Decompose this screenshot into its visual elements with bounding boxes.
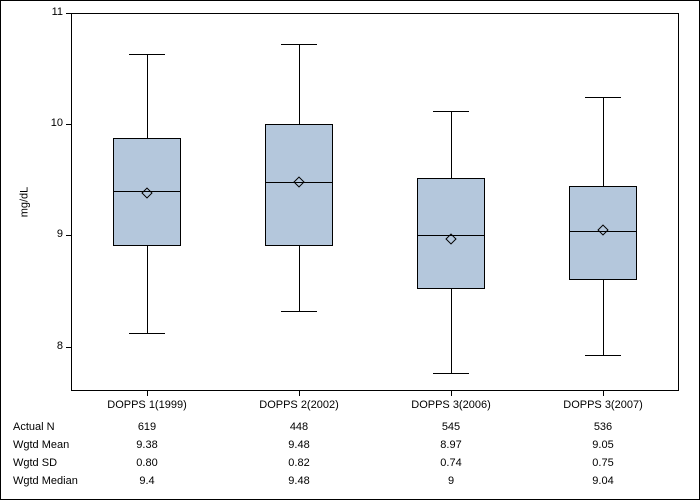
stats-cell: 9.48 bbox=[223, 475, 375, 487]
y-tick bbox=[66, 235, 71, 236]
y-tick bbox=[66, 124, 71, 125]
y-tick-label: 9 bbox=[31, 228, 63, 240]
y-tick bbox=[66, 347, 71, 348]
y-axis-label: mg/dL bbox=[18, 187, 30, 218]
whisker-lower bbox=[147, 246, 148, 333]
whisker-cap-low bbox=[585, 355, 621, 356]
boxplot-chart: mg/dL891011DOPPS 1(1999)DOPPS 2(2002)DOP… bbox=[0, 0, 700, 500]
whisker-upper bbox=[147, 54, 148, 137]
x-tick-label: DOPPS 1(1999) bbox=[71, 399, 223, 411]
stats-cell: 0.82 bbox=[223, 457, 375, 469]
stats-row-label: Wgtd SD bbox=[13, 457, 57, 469]
stats-row-label: Wgtd Mean bbox=[13, 439, 69, 451]
stats-cell: 9.04 bbox=[527, 475, 679, 487]
whisker-cap-high bbox=[129, 54, 165, 55]
whisker-upper bbox=[451, 111, 452, 178]
x-tick-label: DOPPS 2(2002) bbox=[223, 399, 375, 411]
y-tick-label: 10 bbox=[31, 117, 63, 129]
y-tick-label: 8 bbox=[31, 340, 63, 352]
stats-cell: 0.74 bbox=[375, 457, 527, 469]
stats-cell: 8.97 bbox=[375, 439, 527, 451]
whisker-cap-low bbox=[433, 373, 469, 374]
whisker-upper bbox=[603, 97, 604, 186]
x-tick bbox=[603, 391, 604, 396]
whisker-lower bbox=[603, 280, 604, 356]
x-tick bbox=[451, 391, 452, 396]
x-tick-label: DOPPS 3(2006) bbox=[375, 399, 527, 411]
stats-cell: 9.38 bbox=[71, 439, 223, 451]
whisker-lower bbox=[451, 289, 452, 373]
stats-cell: 9.48 bbox=[223, 439, 375, 451]
stats-cell: 9.05 bbox=[527, 439, 679, 451]
whisker-cap-low bbox=[129, 333, 165, 334]
stats-cell: 619 bbox=[71, 421, 223, 433]
whisker-cap-high bbox=[585, 97, 621, 98]
stats-row-label: Wgtd Median bbox=[13, 475, 78, 487]
y-tick-label: 11 bbox=[31, 6, 63, 18]
stats-cell: 0.80 bbox=[71, 457, 223, 469]
stats-cell: 9.4 bbox=[71, 475, 223, 487]
stats-cell: 0.75 bbox=[527, 457, 679, 469]
stats-row-label: Actual N bbox=[13, 421, 55, 433]
stats-cell: 9 bbox=[375, 475, 527, 487]
stats-cell: 545 bbox=[375, 421, 527, 433]
x-tick bbox=[299, 391, 300, 396]
stats-cell: 536 bbox=[527, 421, 679, 433]
whisker-upper bbox=[299, 44, 300, 124]
whisker-lower bbox=[299, 246, 300, 310]
whisker-cap-high bbox=[281, 44, 317, 45]
stats-cell: 448 bbox=[223, 421, 375, 433]
x-tick bbox=[147, 391, 148, 396]
whisker-cap-high bbox=[433, 111, 469, 112]
whisker-cap-low bbox=[281, 311, 317, 312]
y-tick bbox=[66, 13, 71, 14]
x-tick-label: DOPPS 3(2007) bbox=[527, 399, 679, 411]
